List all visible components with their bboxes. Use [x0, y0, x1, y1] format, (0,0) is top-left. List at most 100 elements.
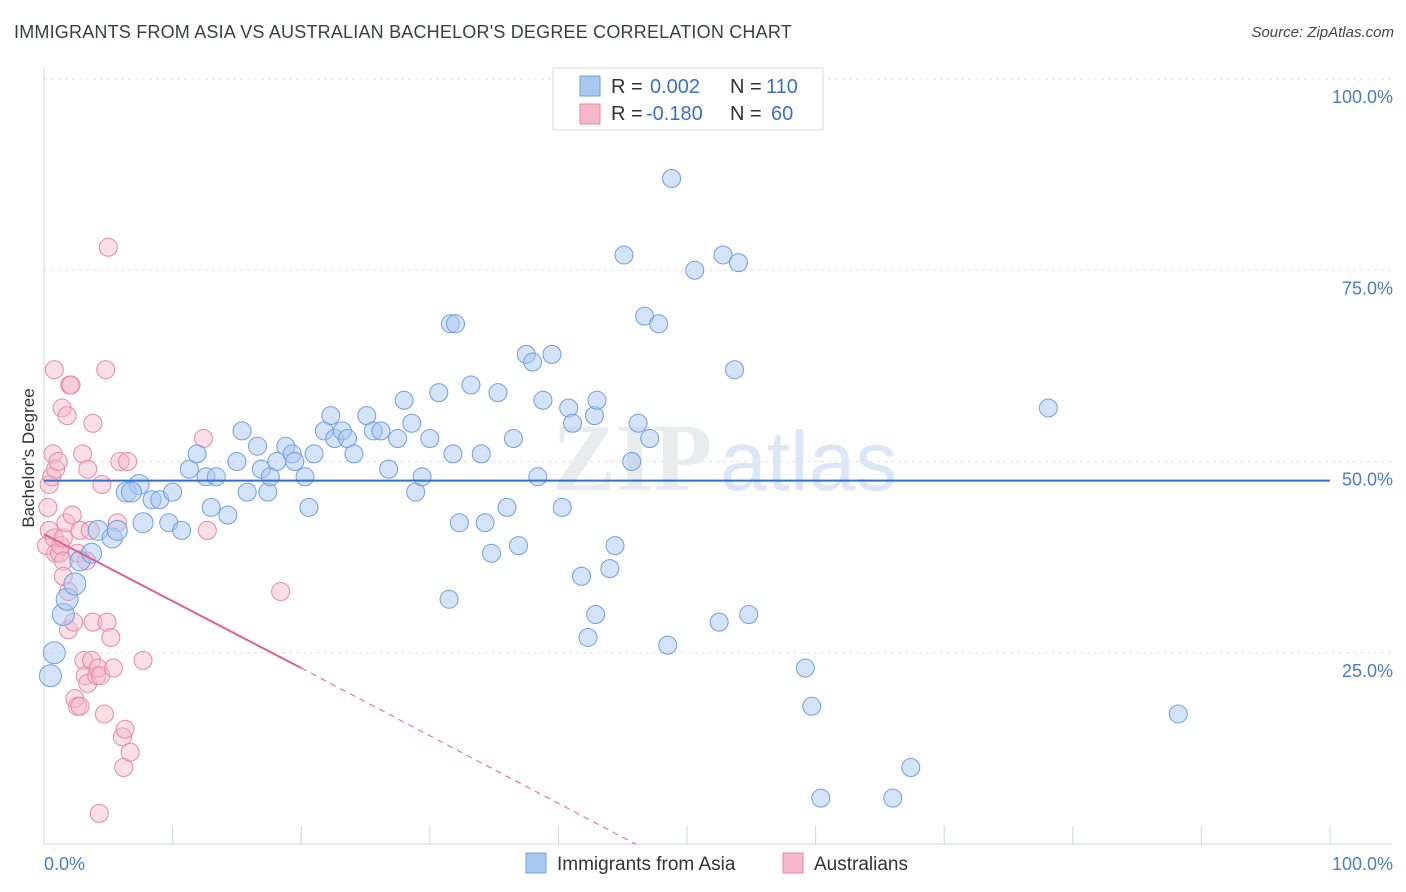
asia-point-72 [533, 390, 553, 410]
bottom-legend-label-australians: Australians [814, 854, 908, 875]
legend-swatch-asia [579, 75, 601, 97]
y-tick-label-75: 75.0% [1342, 278, 1393, 298]
australians-point-50 [103, 658, 123, 678]
australians-point-37 [82, 650, 102, 670]
asia-point-100 [811, 788, 831, 808]
asia-point-0 [38, 664, 62, 688]
australians-point-1 [38, 497, 58, 517]
asia-point-36 [295, 467, 315, 487]
asia-point-4 [63, 572, 87, 596]
bottom-legend-label-asia: Immigrants from Asia [557, 854, 736, 875]
australians-point-28 [70, 696, 90, 716]
legend-n-label-australians: N = [730, 103, 762, 125]
australians-points [37, 237, 291, 823]
asia-point-18 [172, 520, 192, 540]
asia-point-76 [563, 413, 583, 433]
asia-point-104 [1168, 704, 1188, 724]
y-tick-label-50: 50.0% [1342, 470, 1393, 490]
asia-point-85 [622, 452, 642, 471]
asia-point-81 [587, 390, 607, 410]
asia-point-86 [628, 413, 648, 433]
legend-n-value-australians: 60 [771, 103, 793, 125]
asia-point-55 [429, 383, 449, 403]
chart-title: IMMIGRANTS FROM ASIA VS AUSTRALIAN BACHE… [14, 22, 792, 42]
y-axis-title: Bachelor's Degree [19, 388, 38, 527]
asia-point-47 [371, 421, 391, 441]
asia-point-98 [795, 658, 815, 678]
australians-point-10 [48, 452, 68, 471]
watermark-atlas: atlas [720, 414, 897, 508]
y-tick-label-25: 25.0% [1342, 661, 1393, 681]
asia-point-77 [572, 566, 592, 586]
y-tick-label-100: 100.0% [1332, 87, 1393, 107]
asia-point-40 [321, 406, 341, 426]
australians-point-48 [98, 237, 118, 257]
x-tick-label-max: 100.0% [1332, 854, 1393, 874]
asia-point-22 [201, 497, 221, 517]
asia-point-64 [482, 543, 502, 563]
asia-point-53 [412, 467, 432, 487]
asia-point-62 [471, 444, 491, 464]
asia-point-96 [728, 253, 748, 273]
asia-point-27 [237, 482, 257, 502]
australians-trend-extension [300, 667, 636, 845]
asia-point-66 [497, 497, 517, 517]
australians-trend-line [43, 533, 302, 669]
asia-point-88 [640, 429, 660, 449]
australians-point-42 [89, 803, 109, 823]
asia-point-19 [179, 459, 199, 479]
asia-point-83 [605, 536, 625, 556]
asia-point-103 [1038, 398, 1058, 418]
asia-point-57 [443, 444, 463, 464]
asia-point-84 [614, 245, 634, 265]
australians-point-52 [110, 452, 130, 471]
asia-point-95 [725, 360, 745, 380]
asia-point-12 [120, 481, 142, 503]
series-legend: Immigrants from Asia Australians [525, 852, 908, 875]
asia-point-60 [449, 513, 469, 533]
australians-point-23 [62, 505, 82, 525]
asia-point-91 [662, 168, 682, 188]
trend-lines [43, 479, 1330, 845]
australians-point-41 [88, 658, 108, 678]
australians-point-8 [46, 459, 66, 479]
asia-point-93 [709, 612, 729, 632]
correlation-legend: R = 0.002 N = 110 R = -0.180 N = 60 [552, 67, 824, 131]
asia-point-44 [344, 444, 364, 464]
asia-point-24 [218, 505, 238, 525]
asia-point-6 [81, 542, 103, 564]
australians-point-44 [92, 474, 112, 494]
australians-point-38 [83, 413, 103, 433]
asia-point-73 [542, 344, 562, 364]
gridlines [44, 78, 1392, 654]
asia-point-54 [420, 429, 440, 449]
asia-point-61 [461, 375, 481, 395]
asia-point-49 [388, 429, 408, 449]
asia-point-78 [578, 627, 598, 647]
australians-point-35 [78, 459, 98, 479]
asia-point-20 [187, 444, 207, 464]
asia-point-59 [446, 314, 466, 334]
asia-point-71 [528, 467, 548, 487]
australians-point-22 [61, 375, 81, 395]
australians-point-55 [115, 719, 135, 739]
bottom-legend-swatch-asia [525, 852, 547, 874]
australians-point-58 [133, 650, 153, 670]
australians-point-46 [96, 360, 116, 380]
asia-point-99 [802, 696, 822, 716]
chart-source: Source: ZipAtlas.com [1251, 24, 1394, 41]
asia-point-94 [713, 245, 733, 265]
asia-point-50 [394, 390, 414, 410]
australians-point-47 [97, 612, 117, 632]
australians-point-18 [57, 406, 77, 426]
australians-point-61 [271, 582, 291, 602]
legend-n-value-asia: 110 [766, 76, 798, 98]
asia-point-92 [685, 260, 705, 280]
asia-point-74 [552, 497, 572, 517]
asia-point-9 [106, 519, 128, 541]
asia-point-89 [649, 314, 669, 334]
bottom-legend-swatch-australians [782, 852, 804, 874]
asia-point-102 [901, 758, 921, 777]
asia-point-70 [523, 352, 543, 372]
